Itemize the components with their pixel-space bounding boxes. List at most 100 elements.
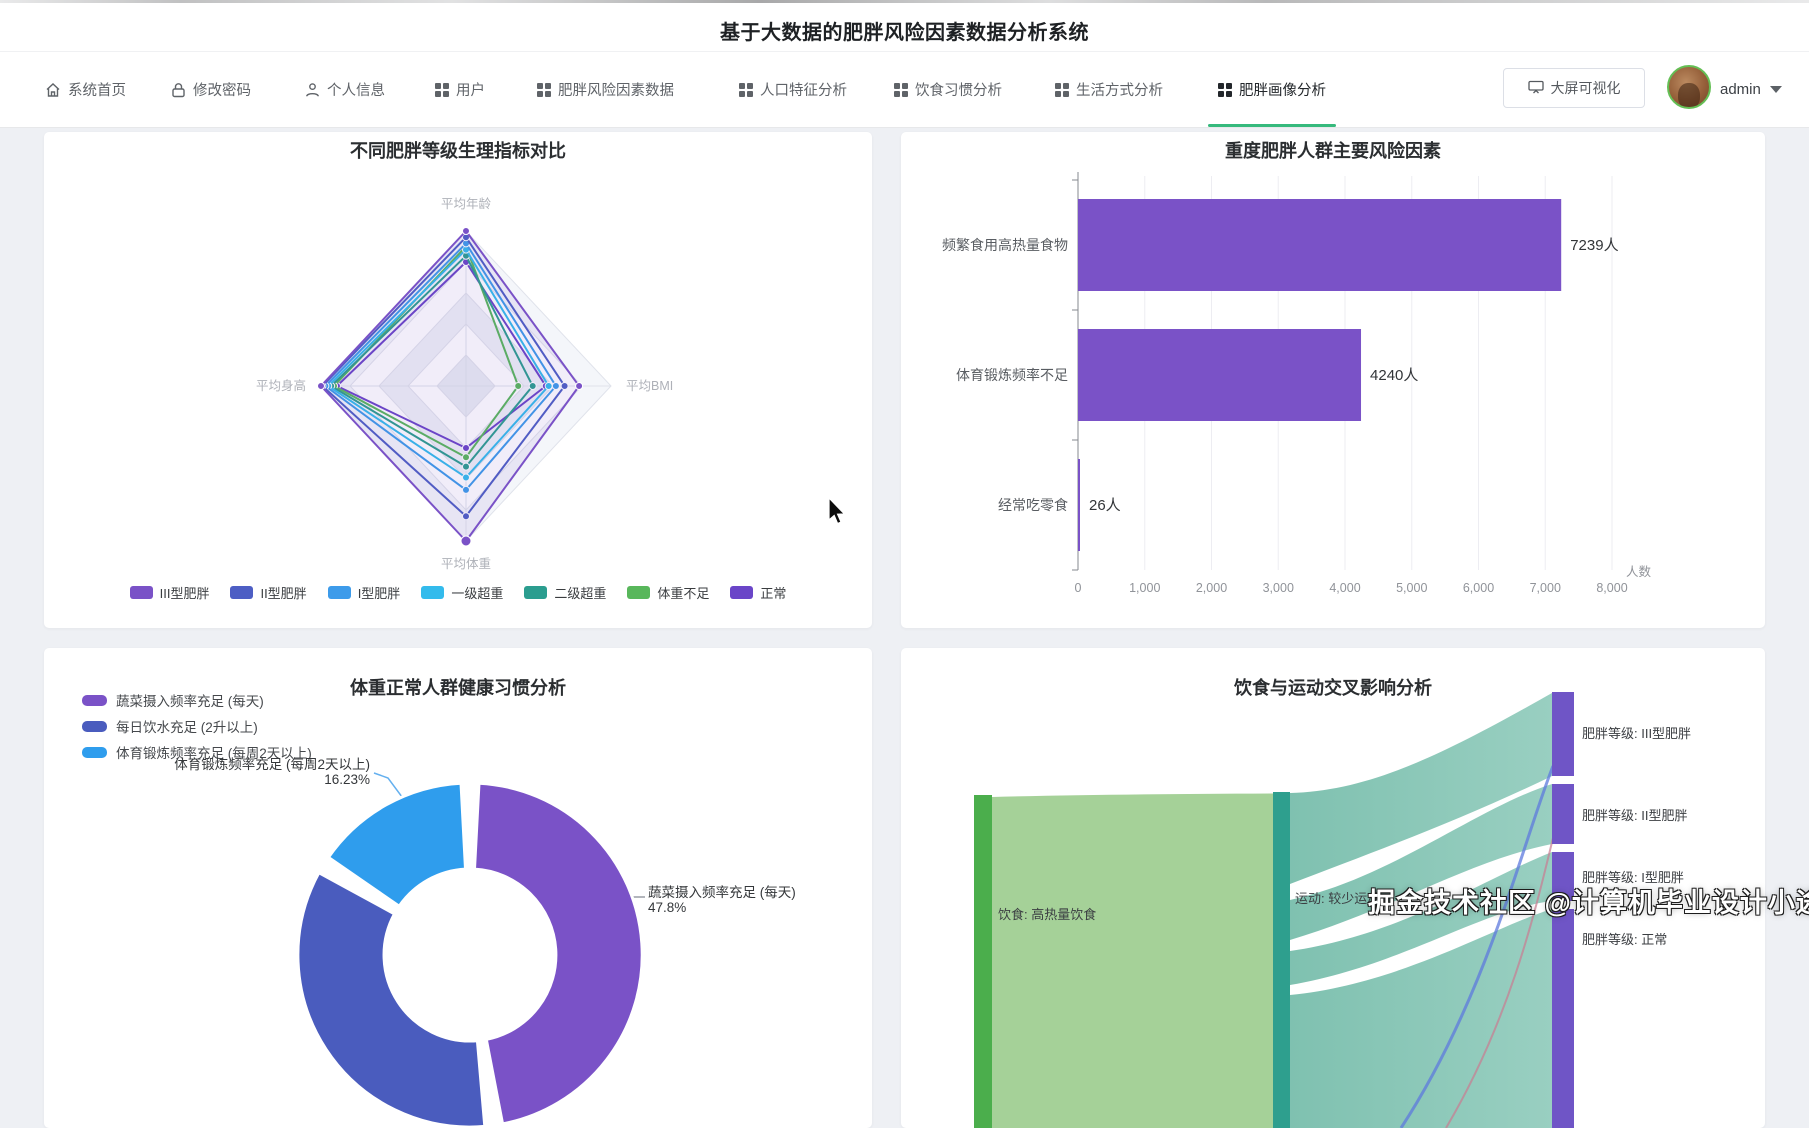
person-icon xyxy=(305,82,320,98)
radar-legend-item[interactable]: II型肥胖 xyxy=(230,583,306,602)
bar-category-label: 体育锻炼频率不足 xyxy=(956,367,1068,383)
grid-icon xyxy=(537,83,551,97)
main-nav: 系统首页 修改密码 个人信息 用户 肥胖风险因素数据 人口特征分析 饮食习惯分析 生活方式分析… xyxy=(0,52,1809,128)
legend-label: III型肥胖 xyxy=(160,583,210,602)
bar-category-label: 经常吃零食 xyxy=(998,497,1068,513)
x-tick-label: 4,000 xyxy=(1329,581,1360,595)
legend-swatch xyxy=(130,586,153,599)
legend-swatch xyxy=(230,586,253,599)
nav-item-6[interactable]: 人口特征分析 xyxy=(739,52,847,127)
pie-callout-vegetable-value: 47.8% xyxy=(648,900,796,915)
sankey-node-obesity2[interactable] xyxy=(1552,784,1574,844)
chevron-down-icon xyxy=(1770,86,1782,93)
radar-legend-item[interactable]: I型肥胖 xyxy=(328,583,401,602)
radar-legend-item[interactable]: 正常 xyxy=(730,583,786,602)
legend-label: 二级超重 xyxy=(554,583,606,602)
x-tick-label: 3,000 xyxy=(1263,581,1294,595)
sankey-node-normal[interactable] xyxy=(1552,909,1574,1128)
nav-item-label: 饮食习惯分析 xyxy=(915,79,1002,100)
x-tick-label: 2,000 xyxy=(1196,581,1227,595)
big-screen-button[interactable]: 大屏可视化 xyxy=(1503,68,1645,108)
nav-item-5[interactable]: 肥胖风险因素数据 xyxy=(537,52,674,127)
pie-slice-2[interactable] xyxy=(298,873,485,1127)
nav-item-3[interactable]: 个人信息 xyxy=(305,52,385,127)
nav-item-8[interactable]: 生活方式分析 xyxy=(1055,52,1163,127)
app-header: 基于大数据的肥胖风险因素数据分析系统 xyxy=(0,3,1809,52)
legend-swatch xyxy=(524,586,547,599)
home-icon xyxy=(45,82,61,98)
bar-3[interactable] xyxy=(1078,459,1080,551)
sankey-flow-diet-exercise[interactable] xyxy=(992,794,1273,1128)
dashboard-page: 基于大数据的肥胖风险因素数据分析系统 系统首页 修改密码 个人信息 用户 肥胖风险因素数… xyxy=(0,0,1809,941)
user-avatar[interactable] xyxy=(1667,65,1711,109)
x-axis-name: 人数 xyxy=(1626,564,1652,579)
monitor-icon xyxy=(1528,80,1544,97)
legend-swatch xyxy=(328,586,351,599)
bar-1[interactable] xyxy=(1078,199,1561,291)
grid-icon xyxy=(739,83,753,97)
bar-2[interactable] xyxy=(1078,329,1361,421)
page-title: 基于大数据的肥胖风险因素数据分析系统 xyxy=(0,16,1809,45)
user-menu[interactable]: admin xyxy=(1720,52,1782,127)
panel-pie-chart: 体重正常人群健康习惯分析 蔬菜摄入频率充足 (每天)每日饮水充足 (2升以上)体… xyxy=(44,648,872,1128)
bar-value-label: 4240人 xyxy=(1370,367,1418,384)
radar-legend-item[interactable]: III型肥胖 xyxy=(130,583,210,602)
x-tick-label: 8,000 xyxy=(1596,581,1627,595)
legend-label: II型肥胖 xyxy=(260,583,306,602)
nav-item-2[interactable]: 修改密码 xyxy=(171,52,251,127)
radar-axis-label: 平均体重 xyxy=(441,556,491,571)
nav-item-4[interactable]: 用户 xyxy=(435,52,485,127)
sankey-label-obesity2: 肥胖等级: II型肥胖 xyxy=(1582,805,1687,824)
x-tick-label: 6,000 xyxy=(1463,581,1494,595)
x-tick-label: 5,000 xyxy=(1396,581,1427,595)
sankey-node-obesity3[interactable] xyxy=(1552,692,1574,776)
username-label: admin xyxy=(1720,81,1761,98)
nav-item-1[interactable]: 系统首页 xyxy=(45,52,126,127)
pie-callout-exercise: 体育锻炼频率充足 (每周2天以上) 16.23% xyxy=(122,758,370,787)
nav-item-label: 系统首页 xyxy=(68,79,126,100)
sankey-label-diet: 饮食: 高热量饮食 xyxy=(998,904,1096,923)
bar-value-label: 7239人 xyxy=(1570,237,1618,254)
lock-icon xyxy=(171,82,186,98)
bar-value-label: 26人 xyxy=(1089,497,1121,514)
radar-legend-item[interactable]: 二级超重 xyxy=(524,583,606,602)
radar-axis-label: 平均BMI xyxy=(626,379,673,393)
nav-item-label: 用户 xyxy=(456,79,485,100)
legend-label: 正常 xyxy=(760,583,786,602)
legend-swatch xyxy=(421,586,444,599)
bar-category-label: 频繁食用高热量食物 xyxy=(942,237,1068,253)
legend-label: 体重不足 xyxy=(657,583,709,602)
radar-legend: III型肥胖 II型肥胖 I型肥胖 一级超重 二级超重 体重不足 正常 xyxy=(44,583,872,602)
active-tab-underline xyxy=(1208,124,1336,127)
nav-item-label: 肥胖风险因素数据 xyxy=(558,79,674,100)
video-watermark: 掘金技术社区 @计算机毕业设计小途 xyxy=(1368,881,1809,920)
nav-item-label: 人口特征分析 xyxy=(760,79,847,100)
radar-axis-label: 平均年龄 xyxy=(441,197,492,211)
x-tick-label: 7,000 xyxy=(1530,581,1561,595)
pie-callout-exercise-name: 体育锻炼频率充足 (每周2天以上) xyxy=(122,758,370,773)
nav-item-label: 修改密码 xyxy=(193,79,251,100)
grid-icon xyxy=(1055,83,1069,97)
pie-slice-1[interactable] xyxy=(475,783,643,1124)
radar-axis-label: 平均身高 xyxy=(256,378,306,393)
legend-label: I型肥胖 xyxy=(358,583,401,602)
sankey-label-normal: 肥胖等级: 正常 xyxy=(1582,929,1667,948)
legend-swatch xyxy=(730,586,753,599)
x-tick-label: 1,000 xyxy=(1129,581,1160,595)
grid-icon xyxy=(435,83,449,97)
legend-swatch xyxy=(627,586,650,599)
pie-callout-vegetable-name: 蔬菜摄入频率充足 (每天) xyxy=(648,885,796,900)
grid-icon xyxy=(894,83,908,97)
nav-item-label: 生活方式分析 xyxy=(1076,79,1163,100)
radar-legend-item[interactable]: 一级超重 xyxy=(421,583,503,602)
pie-callout-exercise-value: 16.23% xyxy=(122,773,370,788)
sankey-node-exercise[interactable] xyxy=(1273,792,1290,1128)
grid-icon xyxy=(1218,83,1232,97)
nav-item-9[interactable]: 肥胖画像分析 xyxy=(1218,52,1326,127)
radar-legend-item[interactable]: 体重不足 xyxy=(627,583,709,602)
nav-item-7[interactable]: 饮食习惯分析 xyxy=(894,52,1002,127)
sankey-node-diet[interactable] xyxy=(974,795,992,1128)
